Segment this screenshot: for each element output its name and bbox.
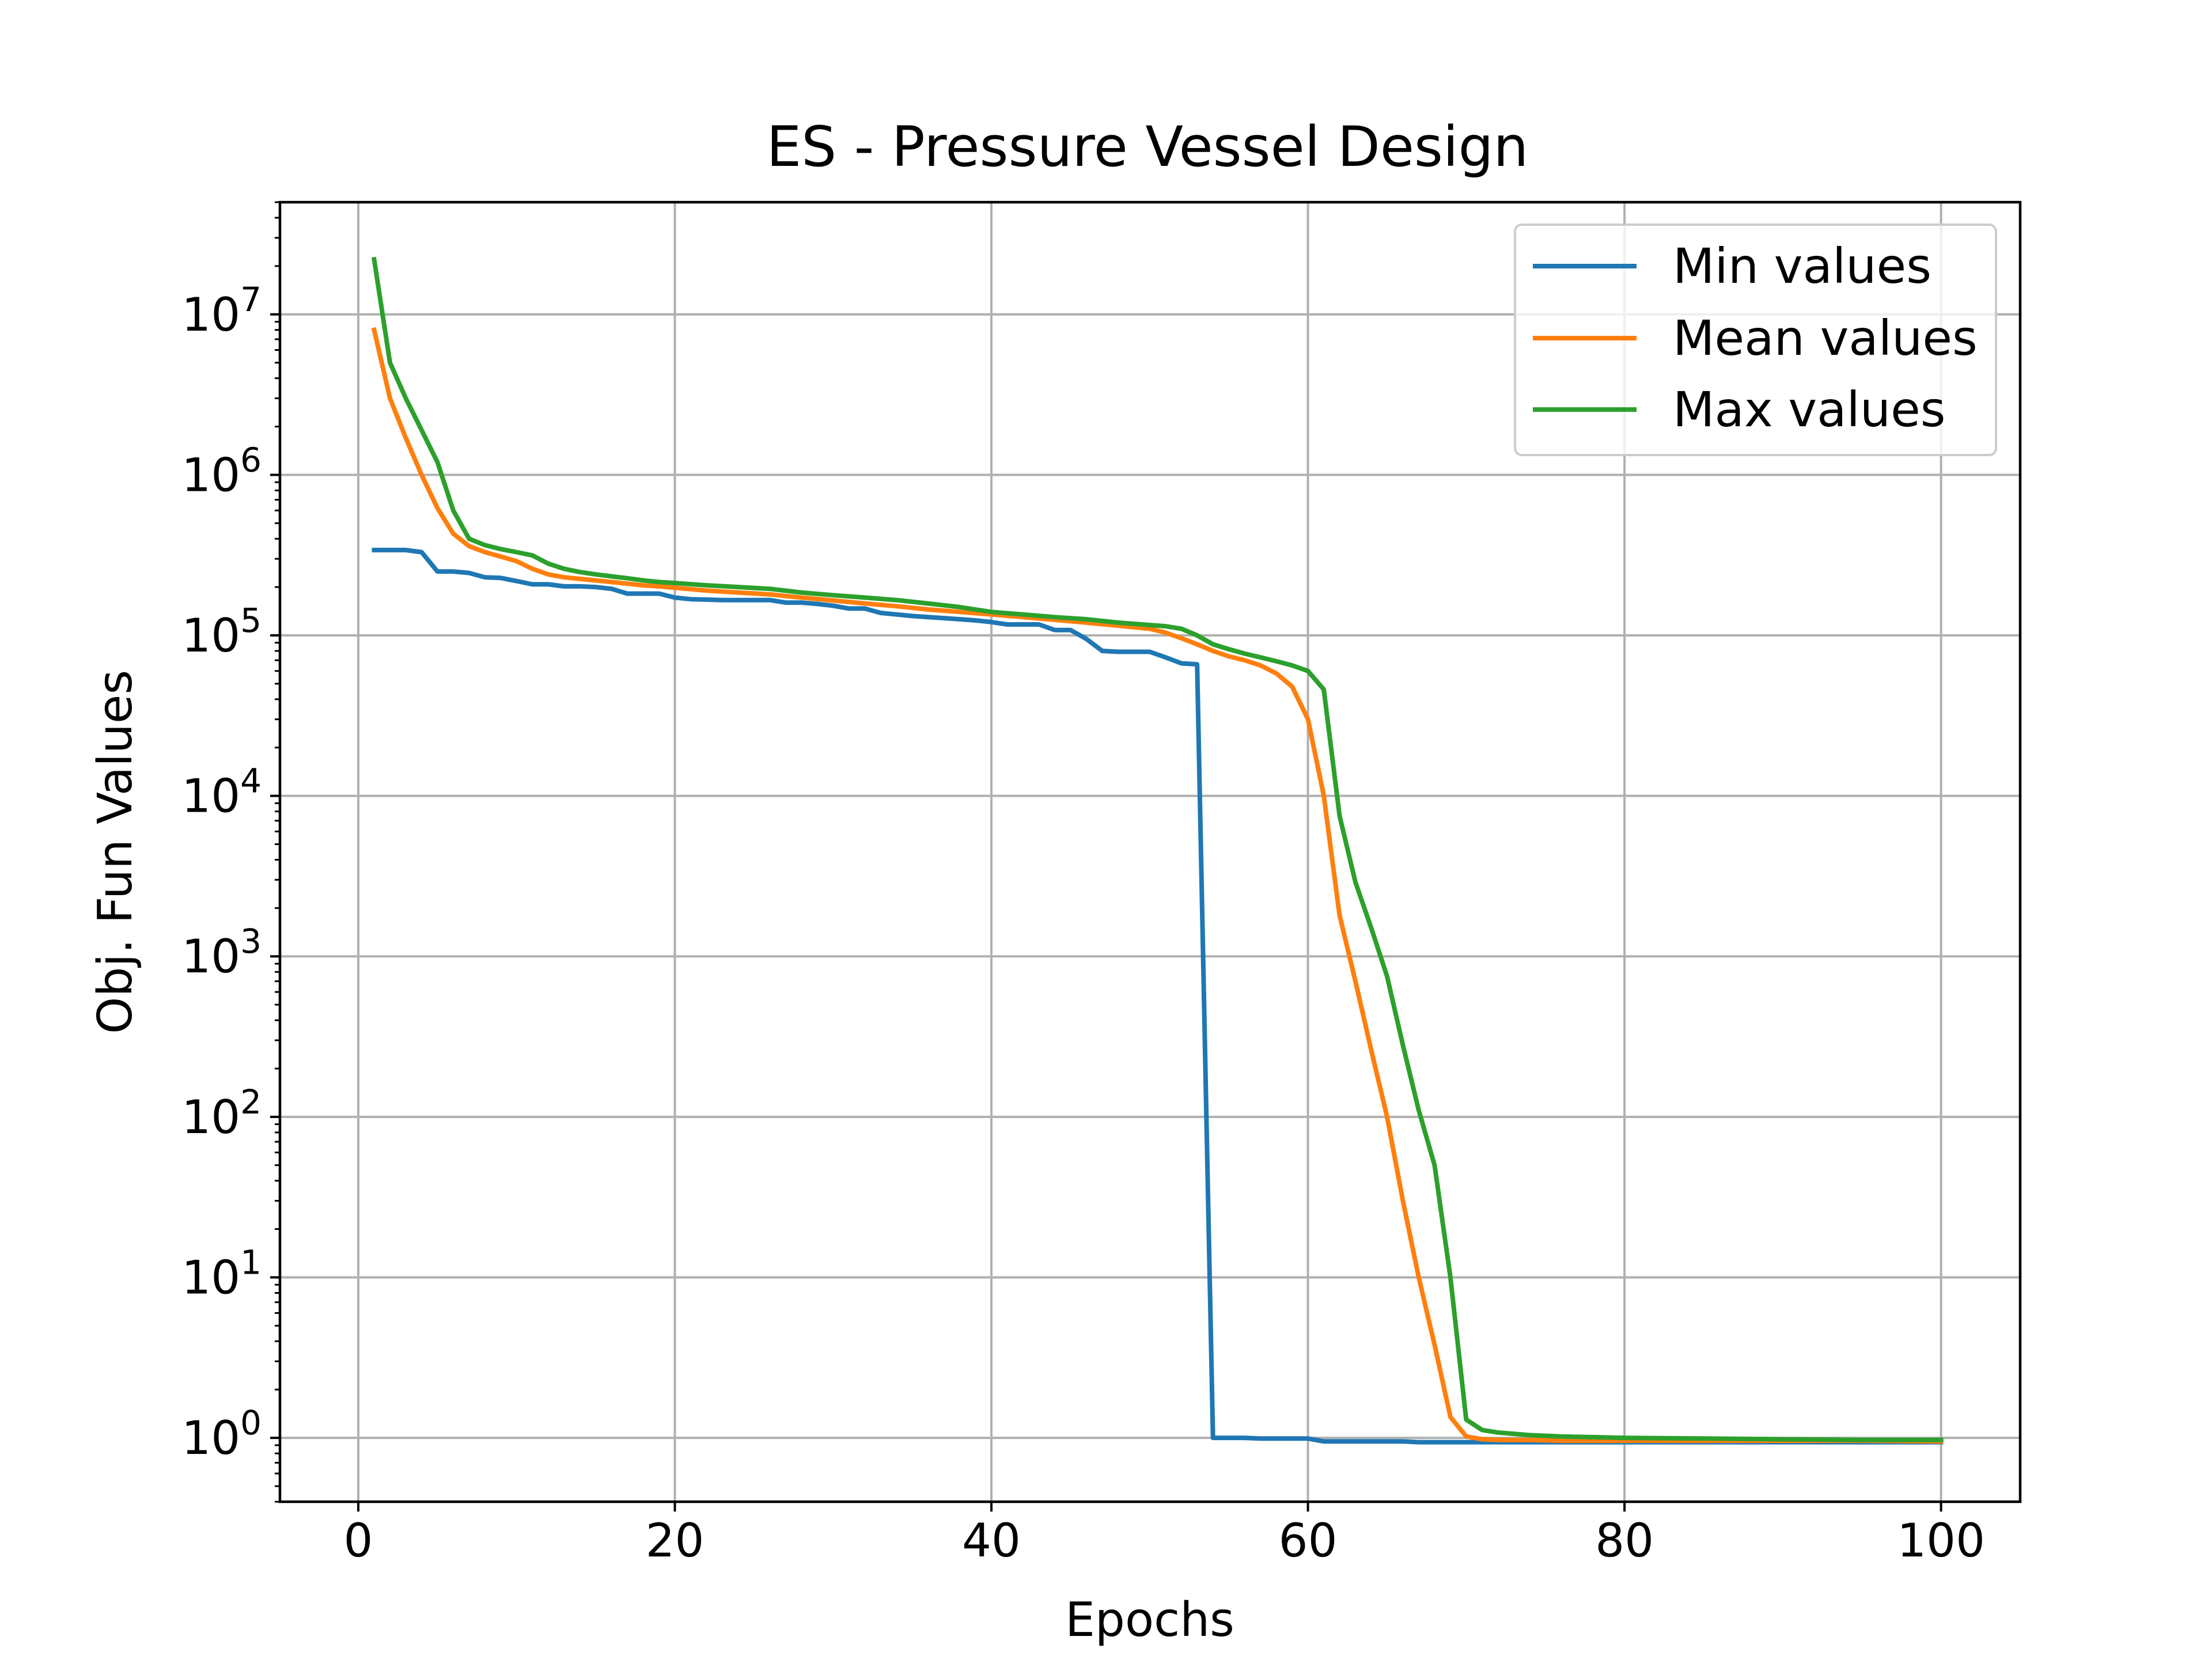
x-tick-label: 60: [1279, 1514, 1338, 1567]
y-tick-label: 103: [181, 922, 262, 983]
axis-ticks: 0 20 40 60 80 100 100 101 102 103 104 105 106 107: [181, 201, 1985, 1567]
series-line-max-values: [371, 256, 1944, 1442]
x-tick-label: 40: [962, 1514, 1021, 1567]
y-tick-label: 101: [181, 1243, 262, 1304]
y-tick-label: 100: [181, 1403, 262, 1465]
series-layer: [371, 256, 1944, 1445]
series-line-mean-values: [371, 327, 1944, 1444]
chart-title: ES - Pressure Vessel Design: [767, 115, 1529, 179]
x-tick-label: 0: [344, 1514, 373, 1567]
x-axis-label: Epochs: [1065, 1593, 1234, 1647]
y-axis-label: Obj. Fun Values: [88, 670, 143, 1034]
x-tick-label: 100: [1897, 1514, 1985, 1567]
y-tick-label: 107: [181, 280, 262, 342]
legend-box: [1514, 224, 1997, 456]
y-tick-label: 106: [181, 440, 262, 502]
x-tick-label: 20: [646, 1514, 704, 1567]
y-tick-label: 102: [181, 1082, 262, 1144]
x-tick-label: 80: [1595, 1514, 1654, 1567]
plot-frame: [278, 200, 2022, 1503]
y-tick-label: 105: [181, 601, 262, 662]
legend-label-min-values: Min values: [1673, 238, 1931, 294]
grid-lines: [280, 202, 2020, 1502]
legend: Min values Mean values Max values: [1514, 224, 1997, 456]
series-line-min-values: [372, 547, 1944, 1445]
legend-label-mean-values: Mean values: [1673, 310, 1978, 366]
legend-label-max-values: Max values: [1673, 381, 1946, 438]
y-tick-label: 104: [181, 762, 262, 823]
